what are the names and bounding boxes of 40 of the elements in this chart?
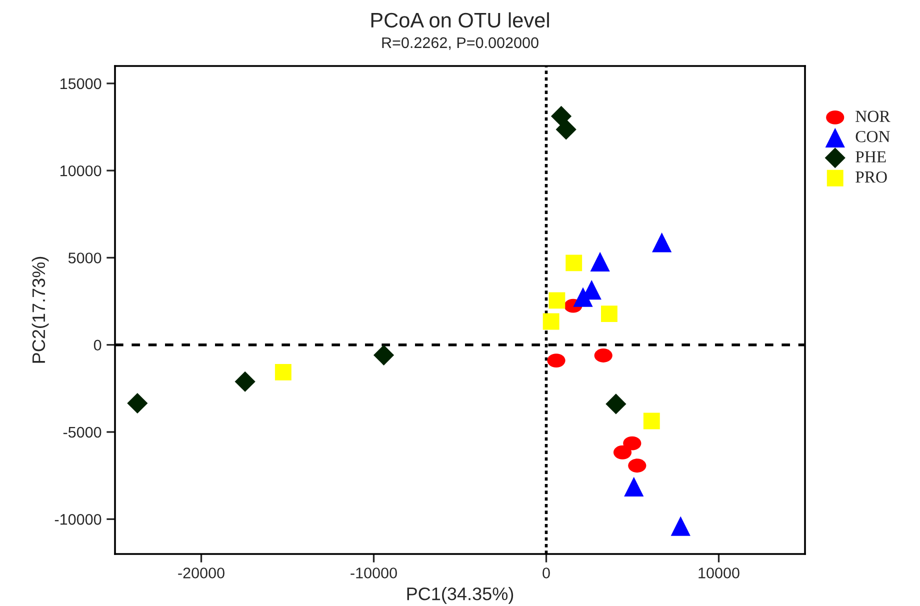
x-tick-label: 10000 <box>698 568 740 578</box>
point <box>566 254 582 272</box>
point <box>274 364 292 380</box>
y-tick-label: 0 <box>94 340 102 351</box>
chart-title: PCoA on OTU level <box>371 12 549 28</box>
x-tick-label: -20000 <box>178 568 224 578</box>
x-tick-label: -10000 <box>350 568 397 578</box>
point <box>624 476 644 497</box>
legend-label: PRO <box>856 171 887 183</box>
point <box>373 344 394 366</box>
point <box>606 394 626 414</box>
chart-subtitle: R=0.2262, P=0.002000 <box>382 37 538 50</box>
point <box>542 313 560 330</box>
point <box>548 292 566 309</box>
x-tick-label: 0 <box>542 568 550 578</box>
point <box>594 348 612 362</box>
point <box>127 392 148 414</box>
point <box>652 232 672 252</box>
point <box>556 119 576 140</box>
point <box>623 436 642 450</box>
x-axis-title: PC1(34.35%) <box>407 586 514 604</box>
y-tick-label: 10000 <box>60 165 102 176</box>
point <box>670 516 690 536</box>
point <box>573 287 593 307</box>
y-tick-label: 15000 <box>60 78 102 90</box>
point <box>590 252 610 272</box>
point <box>547 354 566 368</box>
legend-label: PHE <box>856 151 886 162</box>
point <box>643 412 660 430</box>
legend-label: CON <box>856 131 890 142</box>
point <box>628 458 646 473</box>
y-tick-label: -10000 <box>54 514 102 525</box>
point <box>550 106 572 126</box>
point <box>234 371 256 392</box>
y-tick-label: 5000 <box>68 252 102 264</box>
y-axis-title: PC2(17.73%) <box>32 256 49 363</box>
point <box>613 445 632 460</box>
y-tick-label: -5000 <box>63 426 102 438</box>
point <box>600 306 618 322</box>
legend-label: NOR <box>856 110 890 122</box>
